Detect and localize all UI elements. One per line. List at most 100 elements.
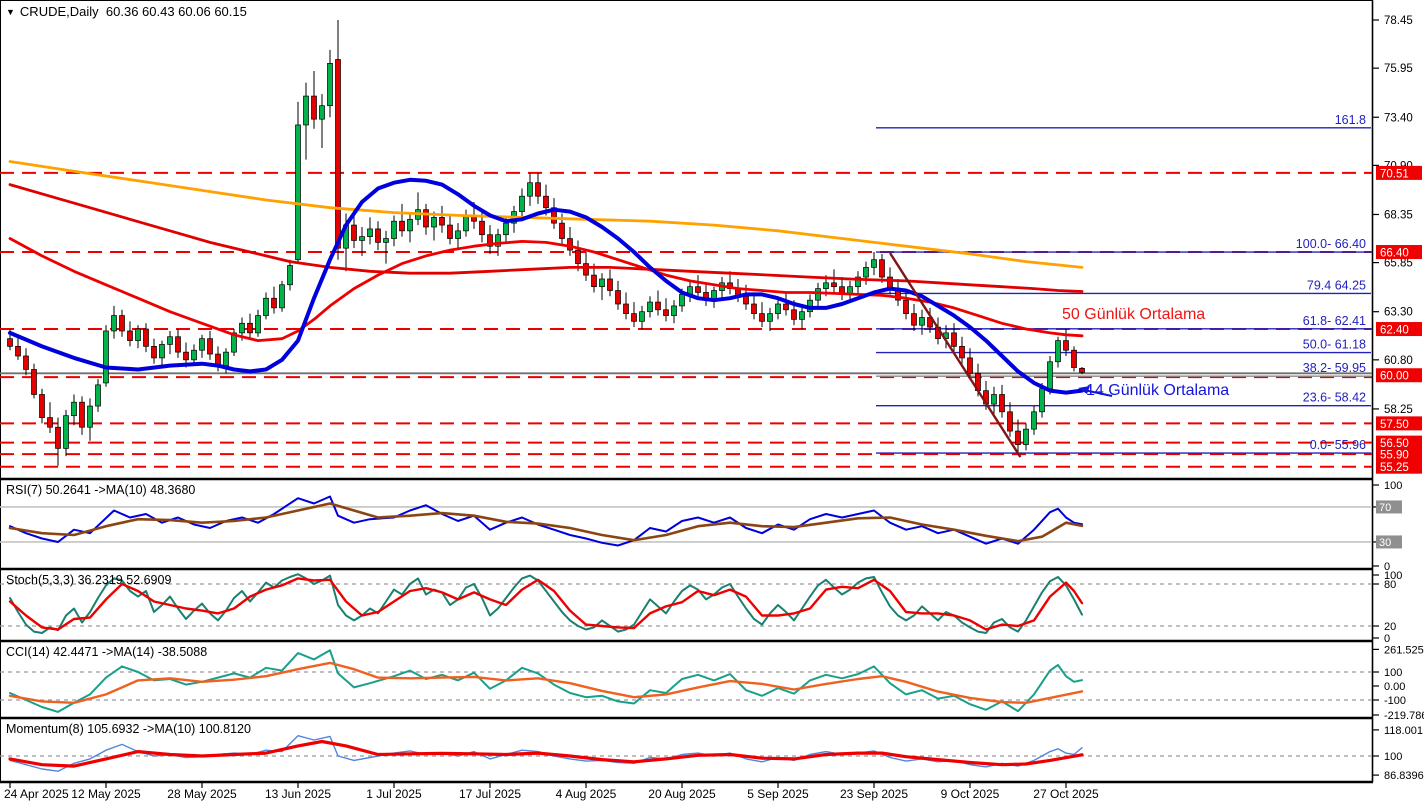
cci-indicator-label: CCI(14) 42.4471 ->MA(14) -38.5088 [6,645,207,659]
bear-candle [567,238,573,251]
bull-candle [319,105,325,120]
moving-averages [8,160,1084,395]
arrow-head [1078,386,1090,394]
bull-candle [1039,388,1045,413]
bull-candle [223,351,229,366]
bear-candle [23,355,29,370]
price-badge [1376,368,1422,383]
bull-candle [1047,361,1053,390]
panel-axis-label: 0.00 [1384,681,1405,693]
stochastic-percent-d-line [8,577,1084,631]
date-label: 9 Oct 2025 [941,787,1000,801]
bull-candle [519,195,525,212]
panel-axis-label: 86.8396 [1384,770,1424,782]
date-label: 12 May 2025 [71,787,141,801]
bull-candle [103,330,109,384]
panel-momentum: 118.001 100 86.8396 Momentum(8) 105.6932 ->… [0,722,1424,782]
bear-candle [663,309,669,316]
bear-candle [47,417,53,428]
bear-candle [655,301,661,311]
bear-candle [79,401,85,428]
bull-candle [263,297,269,316]
bull-candle [823,282,829,289]
price-tick-label: 68.35 [1384,209,1413,221]
bear-candle [55,426,61,449]
price-tick-label: 73.40 [1384,112,1413,124]
arrow-shaft [1083,389,1113,397]
bull-candle [919,317,925,326]
fib-level-label: 23.6- 58.42 [1303,391,1366,405]
bear-candle [903,299,909,314]
bull-candle [863,267,869,278]
bull-candle [167,336,173,345]
date-label: 24 Apr 2025 [4,787,69,801]
price-axis: 78.4575.9573.4070.9068.3565.8563.3060.80… [1372,15,1422,474]
bull-candle [87,405,93,428]
bull-candle [599,278,605,288]
bull-candle [159,344,165,359]
bear-candle [583,263,589,276]
bull-candle [679,294,685,307]
bear-candle [535,182,541,197]
date-label: 13 Jun 2025 [265,787,331,801]
date-label: 20 Aug 2025 [648,787,716,801]
bull-candle [455,230,461,239]
ma100-red-line [8,183,1084,293]
ma14-annotation-label[interactable]: 14 Günlük Ortalama [1086,382,1230,399]
bull-candle [199,338,205,351]
bear-candle [879,259,885,278]
price-badge [1376,416,1422,431]
bear-candle [335,59,341,249]
bear-candle [831,282,837,288]
bull-candle [367,228,373,237]
ma50-annotation-label[interactable]: 50 Günlük Ortalama [1062,306,1206,323]
bull-candle [871,259,877,268]
bear-candle [783,303,789,311]
bear-candle [751,303,757,314]
bear-candle [1063,340,1069,351]
bear-candle [399,220,405,232]
bull-candle [135,328,141,341]
fib-level-label: 79.4 64.25 [1307,278,1366,292]
bull-candle [63,415,69,449]
price-tick-label: 78.45 [1384,15,1413,27]
bear-candle [439,217,445,226]
bear-candle [487,234,493,247]
date-label: 17 Jul 2025 [459,787,521,801]
bear-candle [575,249,581,264]
bear-candle [791,309,797,320]
candles [7,20,1085,466]
bear-candle [1071,349,1077,368]
price-tick-label: 58.25 [1384,404,1413,416]
bear-candle [591,274,597,288]
bull-candle [359,236,365,241]
ma200-orange-line [8,160,1084,269]
bull-candle [503,222,509,236]
panel-axis-label: 0 [1384,561,1390,573]
momentum-momentum-ma-line [8,739,1084,768]
symbol-dropdown-icon[interactable]: ▼ [6,7,15,17]
bear-candle [951,332,957,347]
bear-candle [311,95,317,120]
bull-candle [431,217,437,228]
bear-candle [247,322,253,334]
bear-candle [7,338,13,347]
bear-candle [39,394,45,418]
panel-axis-label: 80 [1384,579,1396,591]
price-badge [1376,165,1422,180]
price-badge-label: 60.00 [1380,371,1409,383]
bull-candle [767,313,773,322]
panel-axis-label: 100 [1384,751,1402,763]
level-badge [1376,500,1402,514]
bull-candle [647,301,653,313]
price-tick-label: 75.95 [1384,63,1413,75]
date-label: 4 Aug 2025 [556,787,617,801]
bear-candle [151,346,157,359]
ma50-red-line [8,237,1084,343]
bear-candle [143,328,149,347]
bear-candle [1079,367,1085,373]
bear-candle [1015,430,1021,445]
cci-cci-line [9,649,1083,713]
bull-candle [639,311,645,322]
